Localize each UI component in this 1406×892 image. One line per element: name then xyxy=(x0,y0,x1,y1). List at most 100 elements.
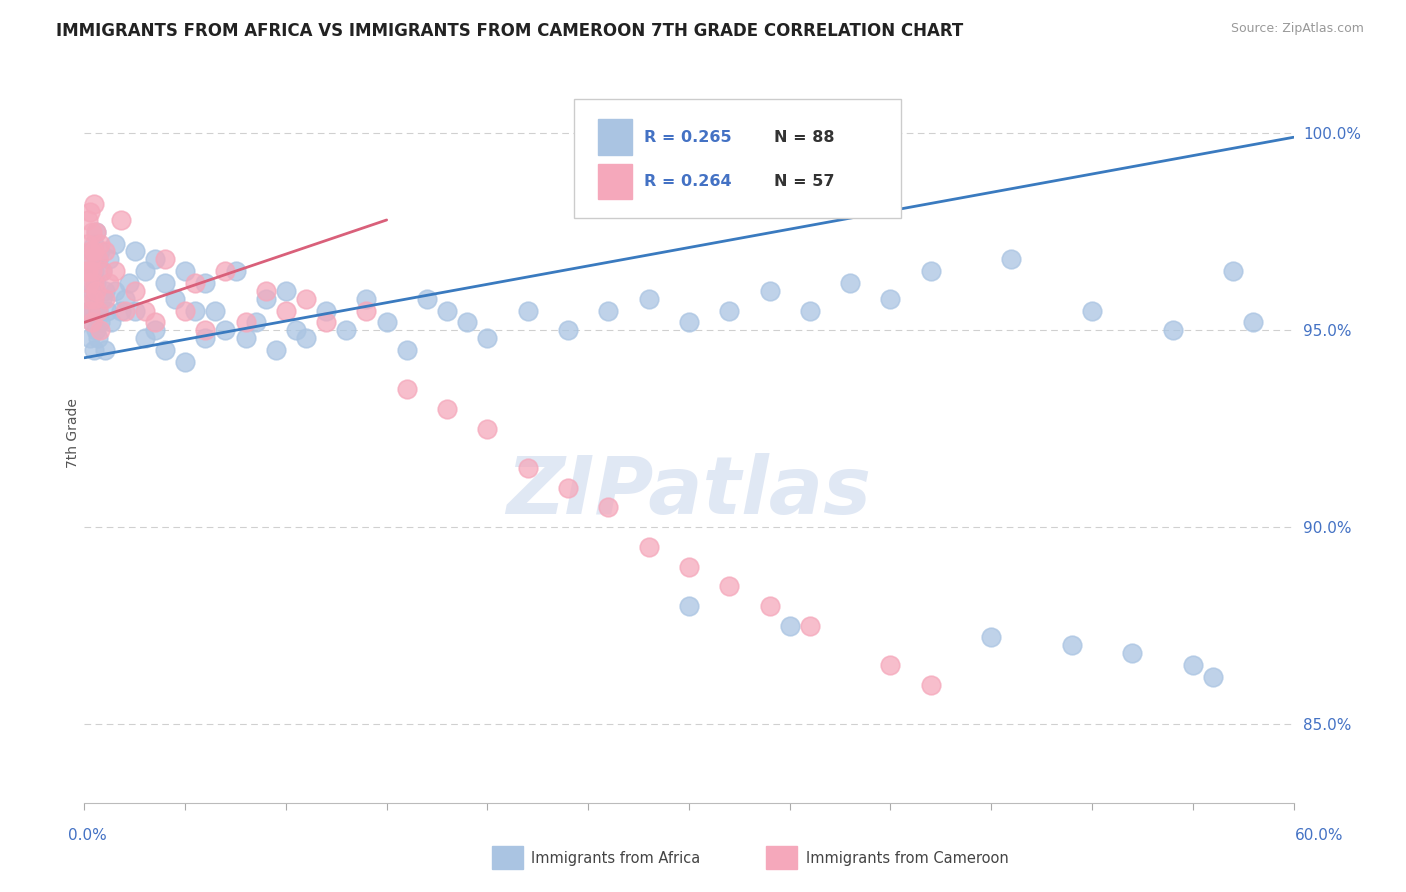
Point xyxy=(165,292,187,306)
Point xyxy=(77,213,100,227)
Point xyxy=(516,303,538,318)
Point xyxy=(114,303,136,318)
Point xyxy=(678,559,700,574)
Point xyxy=(184,303,207,318)
Point xyxy=(456,315,478,329)
Point xyxy=(100,315,122,329)
Text: Source: ZipAtlas.com: Source: ZipAtlas.com xyxy=(1230,22,1364,36)
Point xyxy=(118,276,141,290)
Point xyxy=(77,264,100,278)
Point xyxy=(143,315,166,329)
Point xyxy=(89,244,111,259)
Text: N = 88: N = 88 xyxy=(773,129,834,145)
Point xyxy=(779,618,801,632)
Text: 0.0%: 0.0% xyxy=(67,828,107,843)
Point xyxy=(285,323,308,337)
Text: R = 0.264: R = 0.264 xyxy=(644,174,733,189)
Point xyxy=(920,678,942,692)
Point xyxy=(77,292,100,306)
Bar xyxy=(599,120,633,155)
Point xyxy=(89,315,111,329)
Point xyxy=(799,303,821,318)
Point xyxy=(375,315,398,329)
Point xyxy=(274,284,297,298)
Point xyxy=(91,292,114,306)
Point xyxy=(718,303,741,318)
Point xyxy=(153,276,176,290)
Point xyxy=(87,303,110,318)
Point xyxy=(82,315,104,329)
Point xyxy=(96,303,118,318)
Point xyxy=(77,276,100,290)
Point xyxy=(86,323,108,337)
Text: ZIPatlas: ZIPatlas xyxy=(506,453,872,531)
Point xyxy=(174,355,197,369)
Point xyxy=(758,284,780,298)
Point xyxy=(89,236,111,251)
Y-axis label: 7th Grade: 7th Grade xyxy=(66,398,80,467)
Point xyxy=(114,292,136,306)
Point xyxy=(598,303,620,318)
Point xyxy=(225,264,247,278)
Point xyxy=(295,331,318,345)
Point xyxy=(79,331,101,345)
Point xyxy=(477,331,499,345)
Point xyxy=(87,303,110,318)
Point xyxy=(315,303,337,318)
Point xyxy=(184,276,207,290)
Point xyxy=(91,264,114,278)
Point xyxy=(356,303,378,318)
Point xyxy=(557,323,579,337)
Point xyxy=(143,252,166,267)
Point xyxy=(153,343,176,357)
Point xyxy=(557,481,579,495)
Point xyxy=(1241,315,1264,329)
Point xyxy=(82,284,104,298)
Point xyxy=(678,599,700,613)
Point xyxy=(86,284,108,298)
Point xyxy=(76,236,98,251)
Point xyxy=(637,292,659,306)
Point xyxy=(395,382,418,396)
Point xyxy=(235,331,257,345)
Point xyxy=(91,264,114,278)
Point xyxy=(87,252,110,267)
Point xyxy=(83,197,105,211)
Point xyxy=(83,236,105,251)
Point xyxy=(80,252,103,267)
Point xyxy=(134,264,156,278)
Point xyxy=(254,284,277,298)
Point xyxy=(758,599,780,613)
Point xyxy=(82,225,104,239)
Point xyxy=(598,500,620,515)
FancyBboxPatch shape xyxy=(574,99,901,218)
Point xyxy=(83,276,105,290)
Point xyxy=(516,461,538,475)
Point xyxy=(79,303,101,318)
Point xyxy=(79,303,101,318)
Point xyxy=(335,323,357,337)
Point xyxy=(1181,657,1204,672)
Point xyxy=(235,315,257,329)
Point xyxy=(83,292,105,306)
Point xyxy=(1121,646,1143,660)
Point xyxy=(83,244,105,259)
Point xyxy=(1161,323,1184,337)
Text: Immigrants from Africa: Immigrants from Africa xyxy=(531,851,700,865)
Point xyxy=(75,264,97,278)
Point xyxy=(110,213,132,227)
Point xyxy=(93,343,115,357)
Point xyxy=(477,422,499,436)
Point xyxy=(436,402,458,417)
Point xyxy=(134,331,156,345)
Point xyxy=(204,303,226,318)
Point xyxy=(83,343,105,357)
Point xyxy=(83,264,105,278)
Point xyxy=(97,252,120,267)
Point xyxy=(254,292,277,306)
Point xyxy=(174,264,197,278)
Text: R = 0.265: R = 0.265 xyxy=(644,129,733,145)
Point xyxy=(799,618,821,632)
Point xyxy=(79,205,101,219)
Point xyxy=(104,236,127,251)
